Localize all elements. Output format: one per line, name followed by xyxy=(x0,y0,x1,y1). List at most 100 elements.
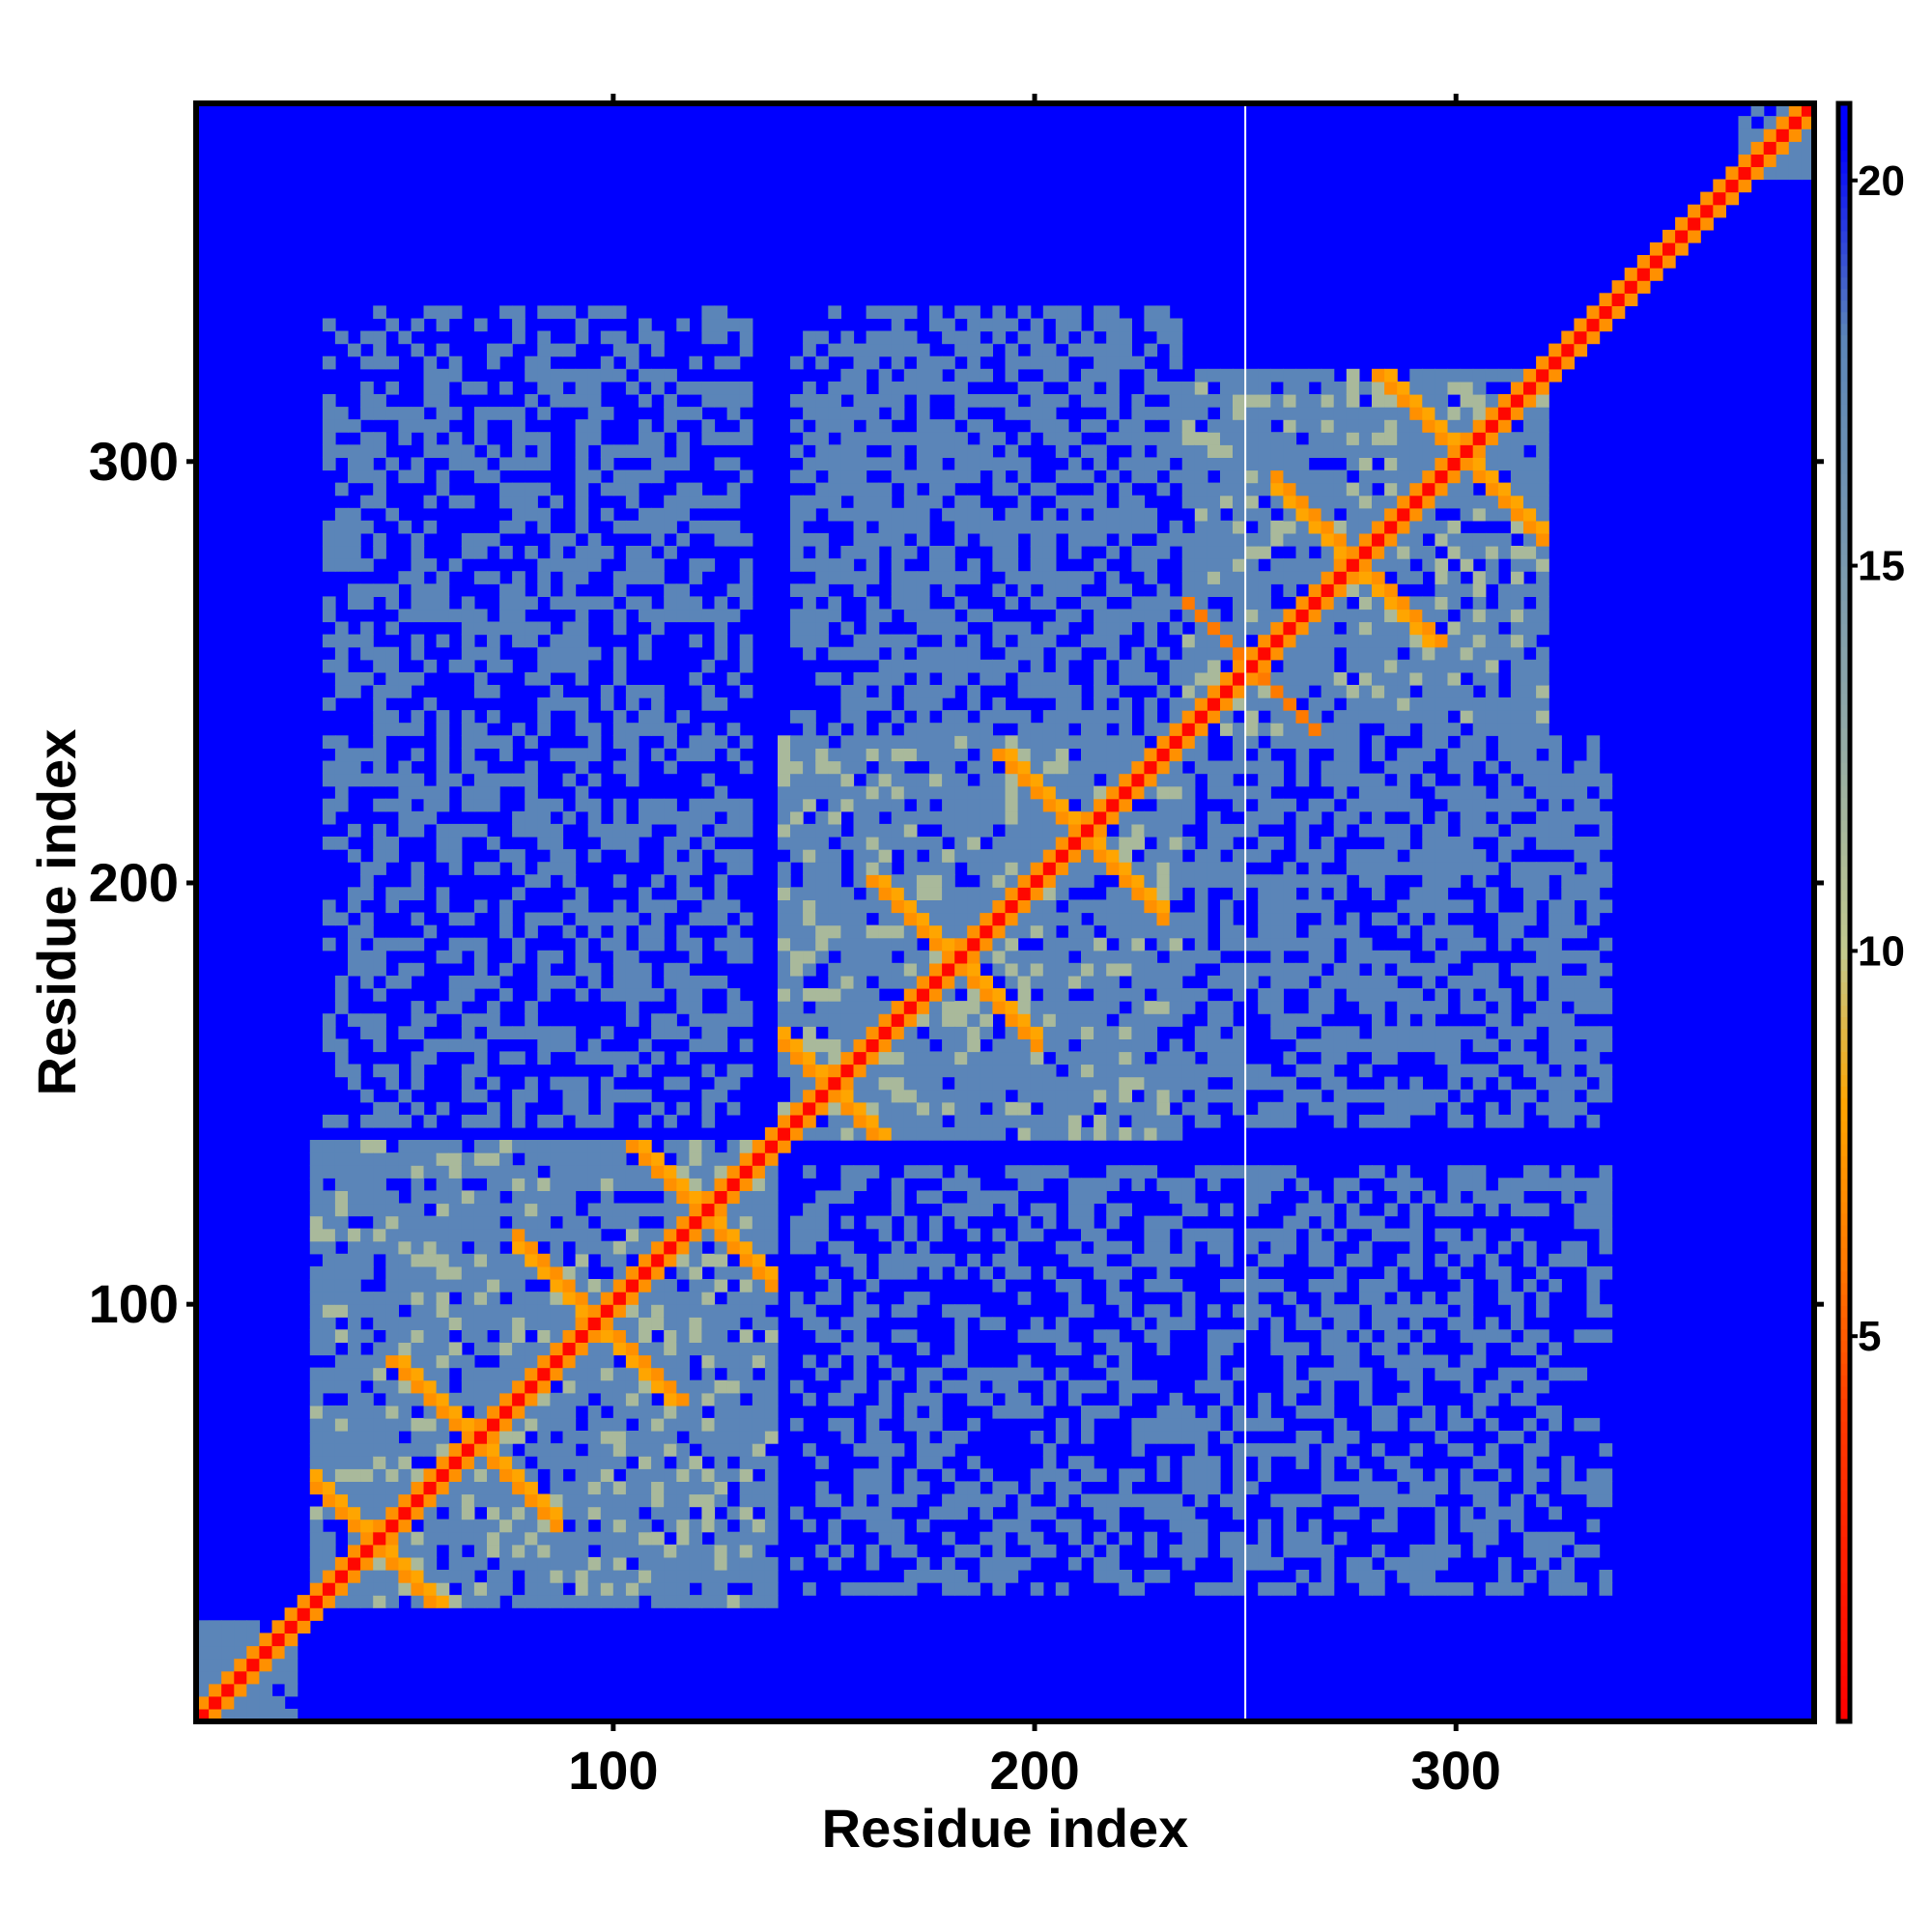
heatmap-cell xyxy=(676,532,690,547)
heatmap-cell xyxy=(575,482,589,497)
heatmap-cell xyxy=(600,1342,614,1356)
heatmap-cell xyxy=(284,1633,298,1647)
heatmap-cell xyxy=(1220,1064,1234,1078)
heatmap-cell xyxy=(828,748,841,762)
heatmap-cell xyxy=(360,1556,374,1571)
heatmap-cell xyxy=(954,1101,968,1116)
heatmap-cell xyxy=(537,1140,551,1153)
heatmap-cell xyxy=(853,1051,867,1065)
heatmap-cell xyxy=(1245,546,1259,559)
heatmap-cell xyxy=(473,609,488,623)
heatmap-cell xyxy=(1094,1026,1107,1039)
heatmap-cell xyxy=(790,760,804,775)
heatmap-cell xyxy=(701,1279,716,1293)
heatmap-cell xyxy=(803,343,816,357)
heatmap-cell xyxy=(929,723,943,736)
heatmap-cell xyxy=(701,1481,716,1495)
heatmap-cell xyxy=(916,685,930,698)
heatmap-cell xyxy=(499,621,513,636)
heatmap-cell xyxy=(878,1405,893,1419)
heatmap-cell xyxy=(764,1481,779,1495)
heatmap-cell xyxy=(1042,507,1057,522)
heatmap-cell xyxy=(1144,368,1158,383)
heatmap-cell xyxy=(309,1329,324,1343)
heatmap-cell xyxy=(537,810,551,825)
heatmap-cell xyxy=(1194,495,1208,509)
heatmap-cell xyxy=(1308,659,1322,673)
heatmap-cell xyxy=(587,368,602,383)
heatmap-cell xyxy=(866,507,880,522)
heatmap-cell xyxy=(1245,368,1259,383)
heatmap-cell xyxy=(525,596,538,611)
heatmap-cell xyxy=(942,1506,955,1520)
heatmap-cell xyxy=(878,305,893,320)
heatmap-cell xyxy=(878,609,893,623)
heatmap-cell xyxy=(992,1544,1007,1558)
heatmap-cell xyxy=(411,1076,425,1091)
heatmap-cell xyxy=(1156,798,1171,812)
heatmap-cell xyxy=(334,1001,349,1014)
heatmap-cell xyxy=(942,924,955,939)
heatmap-cell xyxy=(411,1253,425,1267)
heatmap-cell xyxy=(639,1544,652,1558)
heatmap-cell xyxy=(1005,546,1019,559)
heatmap-cell xyxy=(473,546,488,559)
heatmap-cell xyxy=(676,1165,690,1179)
heatmap-cell xyxy=(803,558,816,572)
heatmap-cell xyxy=(992,710,1007,724)
heatmap-cell xyxy=(664,1076,677,1091)
heatmap-cell xyxy=(550,1456,564,1469)
heatmap-cell xyxy=(1067,823,1082,838)
heatmap-cell xyxy=(487,1443,500,1457)
heatmap-cell xyxy=(916,1392,930,1406)
heatmap-cell xyxy=(587,546,602,559)
heatmap-cell xyxy=(271,1645,286,1660)
heatmap-cell xyxy=(1233,1481,1246,1495)
heatmap-cell xyxy=(1283,1519,1297,1533)
heatmap-cell xyxy=(954,735,968,749)
heatmap-cell xyxy=(840,1101,855,1116)
heatmap-cell xyxy=(803,723,816,736)
heatmap-cell xyxy=(575,1481,589,1495)
heatmap-cell xyxy=(803,457,816,471)
heatmap-cell xyxy=(1181,1292,1196,1305)
heatmap-cell xyxy=(587,394,602,408)
heatmap-cell xyxy=(461,1379,475,1394)
heatmap-cell xyxy=(1308,862,1322,875)
heatmap-cell xyxy=(1308,798,1322,812)
heatmap-cell xyxy=(385,355,399,370)
heatmap-cell xyxy=(1283,1379,1297,1394)
heatmap-cell xyxy=(1144,621,1158,636)
heatmap-cell xyxy=(980,318,993,332)
heatmap-cell xyxy=(411,558,425,572)
heatmap-cell xyxy=(348,1165,361,1179)
heatmap-cell xyxy=(1017,685,1032,698)
heatmap-cell xyxy=(701,1506,716,1520)
heatmap-cell xyxy=(398,773,412,787)
heatmap-cell xyxy=(625,1279,639,1293)
heatmap-cell xyxy=(550,1342,564,1356)
heatmap-cell xyxy=(1194,899,1208,914)
heatmap-cell xyxy=(348,1190,361,1205)
heatmap-cell xyxy=(878,924,893,939)
heatmap-cell xyxy=(1055,1493,1069,1508)
heatmap-cell xyxy=(764,1178,779,1191)
heatmap-cell xyxy=(487,1152,500,1166)
heatmap-cell xyxy=(411,1152,425,1166)
heatmap-cell xyxy=(499,659,513,673)
heatmap-cell xyxy=(360,558,374,572)
heatmap-cell xyxy=(967,457,980,471)
heatmap-cell xyxy=(473,760,488,775)
heatmap-cell xyxy=(1055,887,1069,900)
heatmap-cell xyxy=(942,1026,955,1039)
heatmap-cell xyxy=(639,1519,652,1533)
heatmap-cell xyxy=(537,671,551,686)
heatmap-cell xyxy=(1017,330,1032,345)
heatmap-cell xyxy=(625,950,639,964)
heatmap-cell xyxy=(360,912,374,926)
heatmap-cell xyxy=(411,646,425,661)
heatmap-cell xyxy=(600,1051,614,1065)
heatmap-cell xyxy=(1181,950,1196,964)
heatmap-cells xyxy=(196,103,1815,1722)
heatmap-cell xyxy=(373,432,386,445)
